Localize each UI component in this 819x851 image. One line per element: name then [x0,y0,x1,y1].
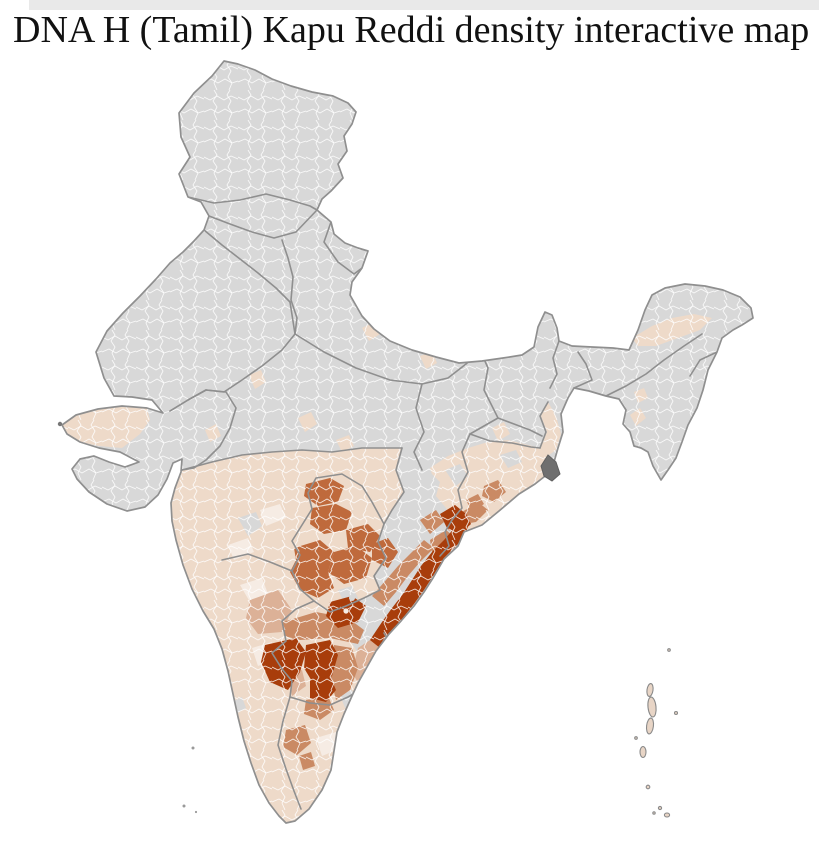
page-title: DNA H (Tamil) Kapu Reddi density interac… [13,9,810,51]
region-sundarbans[interactable] [540,454,561,482]
top-bar [29,0,819,10]
region-andaman-nicobar[interactable] [634,648,679,818]
kutch-tip-islet [57,421,63,427]
guntur-enclave[interactable] [343,608,349,614]
state-borders [169,193,718,810]
vijayawada-enclave[interactable] [349,595,355,601]
district-mesh-overlay [62,61,753,823]
region-lakshadweep[interactable] [182,746,198,814]
